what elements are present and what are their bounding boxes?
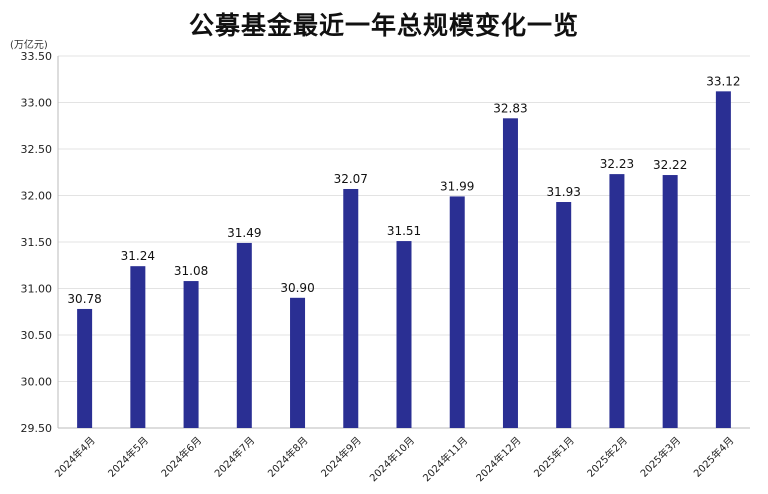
x-tick-label: 2025年1月 — [531, 434, 577, 480]
y-tick-label: 31.00 — [21, 283, 53, 296]
bar — [290, 297, 306, 428]
bar-value-label: 31.51 — [387, 224, 421, 238]
bar-value-label: 32.23 — [600, 157, 634, 171]
y-tick-label: 32.00 — [21, 190, 53, 203]
bar — [183, 281, 199, 428]
bar-value-label: 30.90 — [280, 281, 314, 295]
bar — [77, 308, 93, 428]
bar-value-label: 31.08 — [174, 264, 208, 278]
y-tick-label: 31.50 — [21, 236, 53, 249]
x-tick-label: 2024年8月 — [265, 434, 311, 480]
y-axis-unit-label: (万亿元) — [10, 40, 48, 51]
x-tick-label: 2024年4月 — [52, 434, 98, 480]
bar-value-label: 32.83 — [493, 101, 527, 115]
x-tick-label: 2024年11月 — [420, 434, 470, 484]
chart-title: 公募基金最近一年总规模变化一览 — [188, 11, 579, 40]
y-tick-label: 29.50 — [21, 422, 53, 435]
y-tick-label: 32.50 — [21, 143, 53, 156]
bar-value-label: 31.49 — [227, 226, 261, 240]
bar — [502, 118, 518, 428]
x-tick-label: 2024年5月 — [105, 434, 151, 480]
bar-value-label: 31.24 — [121, 249, 155, 263]
bar-value-label: 30.78 — [67, 292, 101, 306]
y-tick-label: 30.50 — [21, 329, 53, 342]
y-tick-label: 33.00 — [21, 97, 53, 110]
x-tick-label: 2024年7月 — [212, 434, 258, 480]
bar — [396, 241, 412, 428]
x-tick-label: 2025年3月 — [637, 434, 683, 480]
bar — [236, 242, 252, 428]
bar — [130, 266, 146, 428]
bar-value-label: 31.93 — [547, 185, 581, 199]
bar — [662, 175, 678, 428]
y-tick-label: 33.50 — [21, 50, 53, 63]
bar — [715, 91, 731, 428]
bar-value-label: 33.12 — [706, 74, 740, 88]
x-tick-label: 2024年6月 — [158, 434, 204, 480]
bar — [556, 202, 572, 428]
x-tick-label: 2024年9月 — [318, 434, 364, 480]
bar-value-label: 31.99 — [440, 179, 474, 193]
bar-value-label: 32.07 — [334, 172, 368, 186]
x-tick-label: 2025年2月 — [584, 434, 630, 480]
bar — [609, 174, 625, 428]
bar — [449, 196, 465, 428]
x-tick-label: 2024年12月 — [473, 434, 523, 484]
bar — [343, 188, 359, 428]
x-tick-label: 2024年10月 — [367, 434, 417, 484]
y-tick-label: 30.00 — [21, 376, 53, 389]
x-tick-label: 2025年4月 — [691, 434, 737, 480]
bar-value-label: 32.22 — [653, 158, 687, 172]
